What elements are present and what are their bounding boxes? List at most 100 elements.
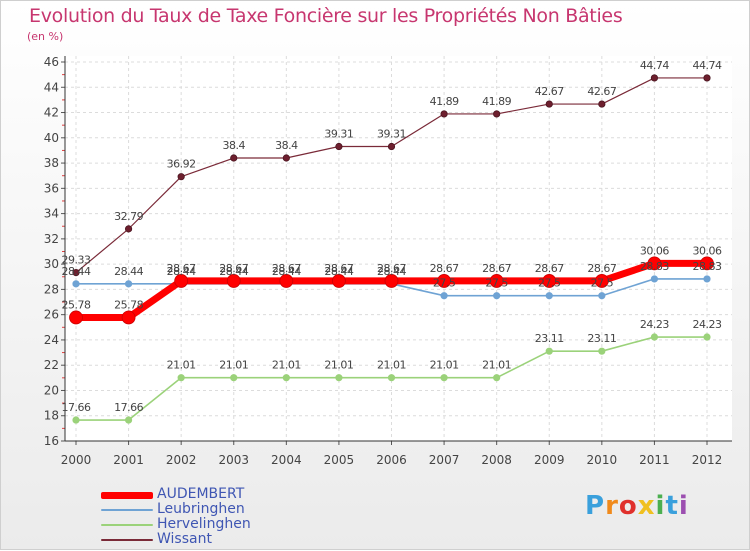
- data-label: 39.31: [324, 128, 353, 141]
- data-label: 28.67: [535, 262, 564, 275]
- data-point: [335, 374, 343, 382]
- data-point: [384, 274, 399, 288]
- y-tick-label: 16: [44, 434, 59, 448]
- data-point: [230, 154, 238, 162]
- data-label: 42.67: [587, 85, 616, 98]
- x-tick-label: 2010: [587, 453, 618, 467]
- data-point: [598, 100, 606, 108]
- data-label: 28.67: [482, 262, 511, 275]
- x-tick-label: 2004: [271, 453, 302, 467]
- data-label: 28.83: [640, 260, 669, 273]
- data-label: 21.01: [324, 359, 353, 372]
- chart-title: Evolution du Taux de Taxe Foncière sur l…: [29, 5, 623, 27]
- data-point: [72, 416, 80, 424]
- x-tick-label: 2008: [481, 453, 512, 467]
- data-point: [703, 74, 711, 82]
- data-label: 32.79: [114, 210, 143, 223]
- data-label: 25.78: [114, 298, 143, 311]
- x-tick-label: 2006: [376, 453, 407, 467]
- legend-swatch: [101, 491, 153, 499]
- data-point: [387, 142, 396, 151]
- legend-swatch: [101, 539, 153, 541]
- data-label: 42.67: [535, 85, 564, 98]
- proxiti-logo: Proxiti: [585, 491, 689, 521]
- data-point: [279, 274, 294, 288]
- y-tick-label: 26: [44, 308, 59, 322]
- data-label: 28.44: [62, 265, 91, 278]
- data-label: 30.06: [693, 244, 722, 257]
- data-point: [493, 292, 501, 300]
- data-label: 28.67: [377, 262, 406, 275]
- x-tick-label: 2003: [218, 453, 249, 467]
- data-label: 28.44: [167, 265, 196, 278]
- x-tick-label: 2011: [639, 453, 670, 467]
- data-point: [647, 256, 662, 271]
- data-label: 28.67: [167, 262, 196, 275]
- data-label: 28.67: [430, 262, 459, 275]
- y-tick-label: 46: [44, 55, 59, 69]
- data-label: 28.44: [272, 265, 301, 278]
- x-tick-label: 2009: [534, 453, 565, 467]
- data-label: 28.83: [693, 260, 722, 273]
- data-point: [440, 110, 448, 118]
- legend-label: Hervelinghen: [157, 516, 251, 532]
- data-label: 24.23: [640, 318, 669, 331]
- data-label: 38.4: [275, 139, 298, 152]
- data-label: 28.67: [272, 262, 301, 275]
- x-tick-label: 2002: [166, 453, 197, 467]
- data-label: 17.66: [62, 401, 91, 414]
- data-point: [121, 310, 136, 325]
- plot-area: [65, 56, 732, 441]
- data-label: 39.31: [377, 128, 406, 141]
- data-point: [72, 268, 80, 277]
- data-point: [124, 225, 133, 233]
- data-point: [703, 333, 711, 341]
- data-label: 41.89: [482, 95, 511, 108]
- data-point: [226, 274, 241, 288]
- data-label: 17.66: [114, 401, 143, 414]
- data-point: [489, 274, 504, 288]
- y-tick-label: 44: [44, 80, 59, 94]
- data-point: [598, 347, 606, 355]
- data-label: 21.01: [377, 359, 406, 372]
- data-point: [545, 347, 553, 355]
- data-label: 21.01: [167, 359, 196, 372]
- data-point: [332, 274, 346, 288]
- y-tick-label: 28: [44, 282, 59, 296]
- legend-label: Leubringhen: [157, 501, 245, 517]
- data-label: 28.67: [219, 262, 248, 275]
- data-point: [174, 274, 189, 288]
- data-point: [335, 142, 343, 151]
- unit-label: (en %): [27, 30, 64, 43]
- data-point: [230, 374, 238, 382]
- data-point: [440, 374, 448, 382]
- legend-label: AUDEMBERT: [157, 486, 245, 502]
- data-point: [437, 274, 451, 288]
- y-tick-label: 22: [44, 358, 59, 372]
- data-label: 27.5: [591, 277, 614, 290]
- data-label: 21.01: [272, 359, 301, 372]
- data-label: 28.44: [377, 265, 406, 278]
- data-label: 28.44: [114, 265, 143, 278]
- data-point: [650, 333, 659, 341]
- data-point: [703, 275, 711, 283]
- x-tick-label: 2000: [61, 453, 92, 467]
- data-point: [493, 374, 501, 382]
- data-label: 27.5: [433, 277, 456, 290]
- y-tick-label: 38: [44, 156, 59, 170]
- data-label: 27.5: [538, 277, 561, 290]
- x-tick-label: 2007: [429, 453, 460, 467]
- data-point: [69, 310, 83, 325]
- data-point: [545, 100, 553, 108]
- data-point: [282, 374, 290, 382]
- y-tick-label: 40: [44, 131, 59, 145]
- data-point: [72, 280, 80, 288]
- x-tick-label: 2005: [324, 453, 355, 467]
- data-label: 24.23: [693, 318, 722, 331]
- data-point: [545, 292, 553, 300]
- data-label: 38.4: [223, 139, 246, 152]
- y-tick-label: 30: [44, 257, 59, 271]
- data-label: 21.01: [482, 359, 511, 372]
- y-tick-label: 36: [44, 181, 59, 195]
